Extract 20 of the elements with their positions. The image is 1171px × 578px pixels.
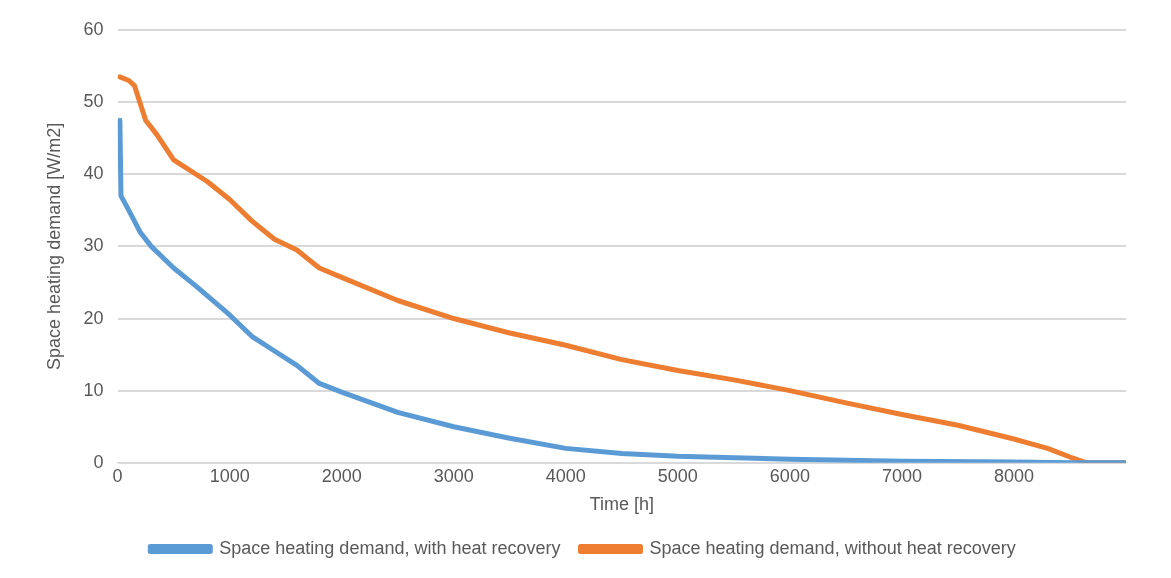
y-tick-label: 50 bbox=[83, 91, 104, 112]
x-tick-label: 0 bbox=[112, 465, 123, 486]
x-tick-label: 2000 bbox=[321, 465, 362, 486]
legend-label: Space heating demand, without heat recovery bbox=[649, 537, 1016, 558]
y-tick-label: 20 bbox=[83, 307, 104, 328]
y-tick-label: 10 bbox=[83, 379, 104, 400]
y-tick-label: 0 bbox=[93, 451, 104, 472]
x-tick-label: 6000 bbox=[769, 465, 810, 486]
y-tick-label: 60 bbox=[83, 18, 104, 39]
y-axis-title: Space heating demand [W/m2] bbox=[43, 122, 64, 370]
x-tick-label: 7000 bbox=[881, 465, 922, 486]
x-tick-label: 5000 bbox=[657, 465, 698, 486]
y-tick-label: 30 bbox=[83, 235, 104, 256]
x-axis-title: Time [h] bbox=[589, 494, 654, 515]
x-tick-label: 1000 bbox=[209, 465, 250, 486]
x-tick-label: 3000 bbox=[433, 465, 474, 486]
x-tick-label: 4000 bbox=[545, 465, 586, 486]
legend-label: Space heating demand, with heat recovery bbox=[219, 537, 561, 558]
y-tick-label: 40 bbox=[83, 163, 104, 184]
x-tick-label: 8000 bbox=[993, 465, 1034, 486]
